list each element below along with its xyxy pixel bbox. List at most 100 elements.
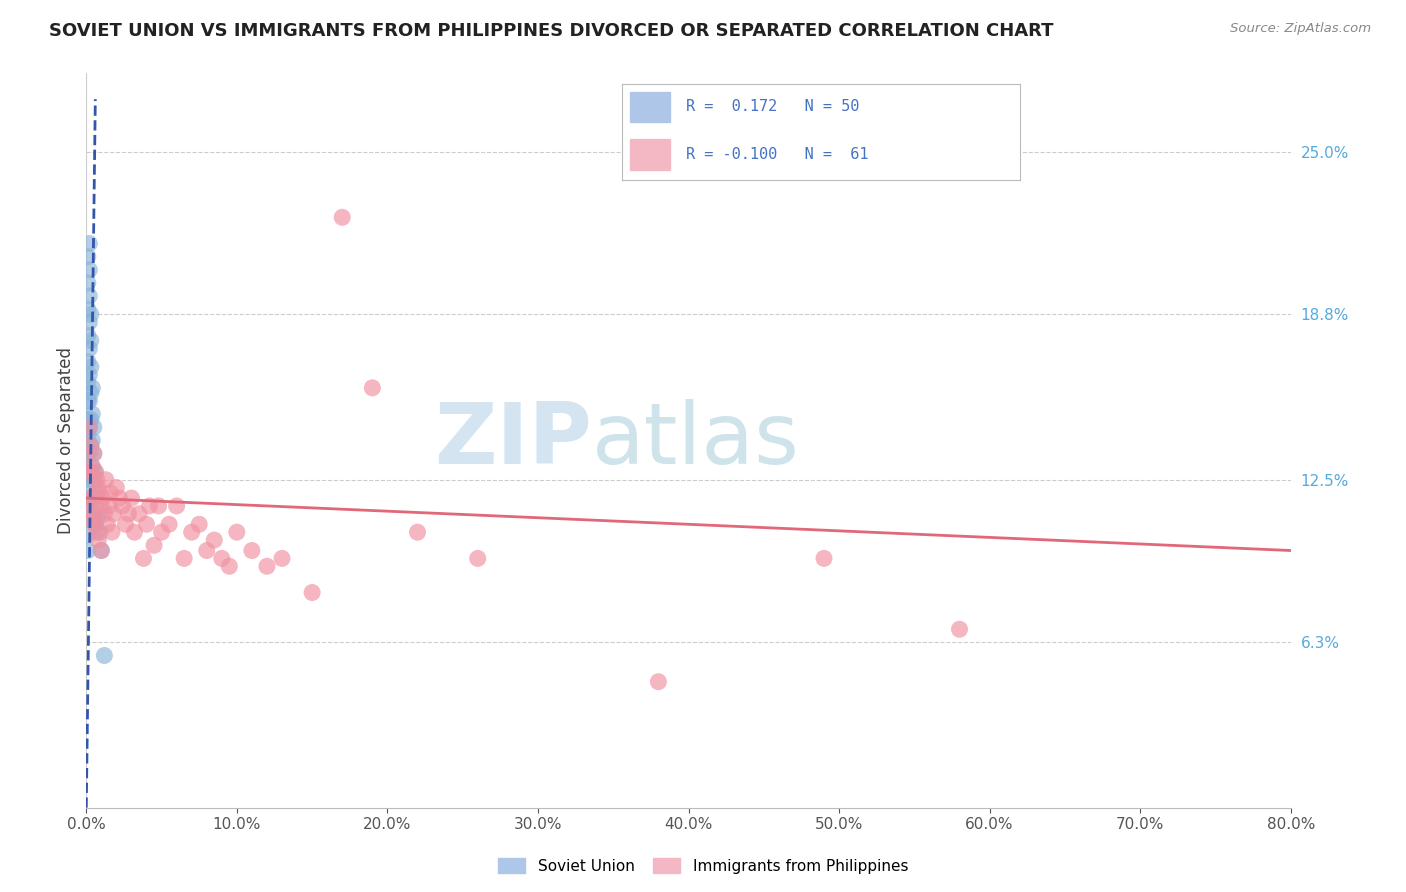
- Point: [79, 420, 101, 434]
- Point: [256, 559, 278, 574]
- Point: [218, 559, 240, 574]
- Point: [813, 551, 835, 566]
- Point: [120, 491, 142, 505]
- Point: [76, 250, 98, 264]
- Point: [467, 551, 489, 566]
- Point: [79, 420, 101, 434]
- Point: [948, 622, 970, 636]
- Point: [361, 381, 384, 395]
- Point: [117, 507, 139, 521]
- Point: [76, 465, 98, 479]
- Point: [76, 302, 98, 317]
- Point: [84, 517, 107, 532]
- Point: [79, 342, 101, 356]
- Point: [80, 491, 103, 505]
- Point: [103, 507, 125, 521]
- Legend: Soviet Union, Immigrants from Philippines: Soviet Union, Immigrants from Philippine…: [492, 852, 914, 880]
- Point: [83, 446, 105, 460]
- Point: [80, 491, 103, 505]
- Point: [87, 481, 110, 495]
- Point: [647, 674, 669, 689]
- Point: [76, 428, 98, 442]
- Point: [84, 465, 107, 479]
- Text: ZIP: ZIP: [434, 399, 592, 482]
- Point: [80, 386, 103, 401]
- Point: [84, 491, 107, 505]
- Y-axis label: Divorced or Separated: Divorced or Separated: [58, 347, 75, 533]
- Point: [225, 525, 247, 540]
- Point: [150, 525, 173, 540]
- Point: [128, 507, 150, 521]
- Point: [82, 459, 104, 474]
- Point: [83, 473, 105, 487]
- Text: atlas: atlas: [592, 399, 800, 482]
- Point: [76, 354, 98, 368]
- Point: [100, 485, 122, 500]
- Point: [79, 289, 101, 303]
- Point: [166, 499, 188, 513]
- Point: [76, 394, 98, 409]
- Point: [79, 315, 101, 329]
- Point: [90, 499, 112, 513]
- Point: [406, 525, 429, 540]
- Point: [86, 525, 108, 540]
- Point: [330, 211, 353, 225]
- Point: [76, 528, 98, 542]
- Point: [188, 517, 211, 532]
- Point: [87, 507, 110, 521]
- Point: [87, 533, 110, 547]
- Point: [76, 412, 98, 426]
- Point: [76, 496, 98, 510]
- Point: [173, 551, 195, 566]
- Point: [96, 517, 118, 532]
- Point: [157, 517, 180, 532]
- Point: [76, 328, 98, 343]
- Point: [143, 538, 166, 552]
- Point: [86, 485, 108, 500]
- Point: [111, 499, 134, 513]
- Point: [138, 499, 160, 513]
- Point: [148, 499, 170, 513]
- Point: [80, 307, 103, 321]
- Point: [114, 517, 136, 532]
- Point: [79, 394, 101, 409]
- Point: [76, 465, 98, 479]
- Point: [76, 446, 98, 460]
- Point: [79, 446, 101, 460]
- Point: [79, 236, 101, 251]
- Text: SOVIET UNION VS IMMIGRANTS FROM PHILIPPINES DIVORCED OR SEPARATED CORRELATION CH: SOVIET UNION VS IMMIGRANTS FROM PHILIPPI…: [49, 22, 1053, 40]
- Point: [76, 276, 98, 290]
- Point: [195, 543, 218, 558]
- Point: [79, 473, 101, 487]
- Point: [80, 359, 103, 374]
- Point: [82, 459, 104, 474]
- Point: [76, 512, 98, 526]
- Point: [101, 525, 124, 540]
- Point: [82, 512, 104, 526]
- Point: [135, 517, 157, 532]
- Point: [80, 465, 103, 479]
- Point: [90, 543, 112, 558]
- Point: [211, 551, 233, 566]
- Point: [89, 525, 111, 540]
- Point: [93, 648, 115, 663]
- Point: [80, 439, 103, 453]
- Point: [83, 420, 105, 434]
- Point: [84, 465, 107, 479]
- Point: [108, 491, 131, 505]
- Point: [79, 262, 101, 277]
- Point: [86, 512, 108, 526]
- Text: Source: ZipAtlas.com: Source: ZipAtlas.com: [1230, 22, 1371, 36]
- Point: [93, 507, 115, 521]
- Point: [82, 407, 104, 421]
- Point: [301, 585, 323, 599]
- Point: [83, 507, 105, 521]
- Point: [97, 499, 120, 513]
- Point: [76, 376, 98, 390]
- Point: [76, 543, 98, 558]
- Point: [84, 517, 107, 532]
- Point: [124, 525, 146, 540]
- Point: [90, 543, 112, 558]
- Point: [132, 551, 155, 566]
- Point: [89, 485, 111, 500]
